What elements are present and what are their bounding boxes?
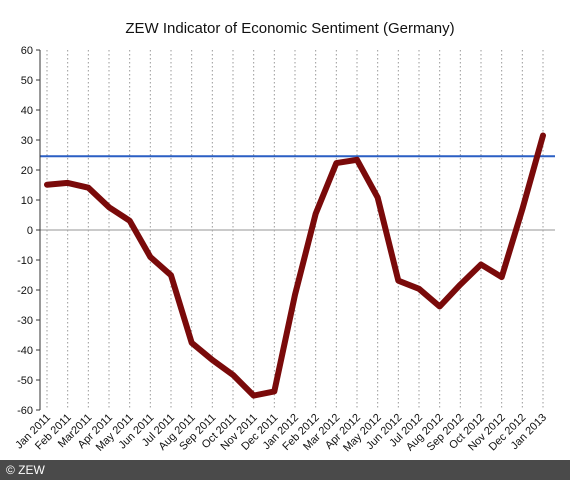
y-tick-label: 60 [21, 45, 33, 57]
y-tick-label: -30 [17, 315, 33, 327]
axis-layer [36, 49, 41, 411]
y-tick-label: -20 [17, 285, 33, 297]
y-tick-label: 10 [21, 195, 33, 207]
copyright-footer: © ZEW [0, 460, 570, 480]
chart-svg: ZEW Indicator of Economic Sentiment (Ger… [13, 20, 555, 454]
y-tick-label: 0 [27, 225, 33, 237]
chart-title: ZEW Indicator of Economic Sentiment (Ger… [125, 20, 454, 37]
reference-layer [40, 155, 555, 231]
y-tick-label: -40 [17, 345, 33, 357]
y-tick-label: -60 [17, 405, 33, 417]
chart-area: ZEW Indicator of Economic Sentiment (Ger… [13, 20, 555, 454]
y-tick-label: 50 [21, 75, 33, 87]
y-tick-label: -10 [17, 255, 33, 267]
series-line-0 [44, 132, 546, 399]
y-tick-label: 40 [21, 105, 33, 117]
y-tick-label: -50 [17, 375, 33, 387]
y-tick-label: 20 [21, 165, 33, 177]
series-layer [44, 132, 546, 399]
y-tick-label: 30 [21, 135, 33, 147]
